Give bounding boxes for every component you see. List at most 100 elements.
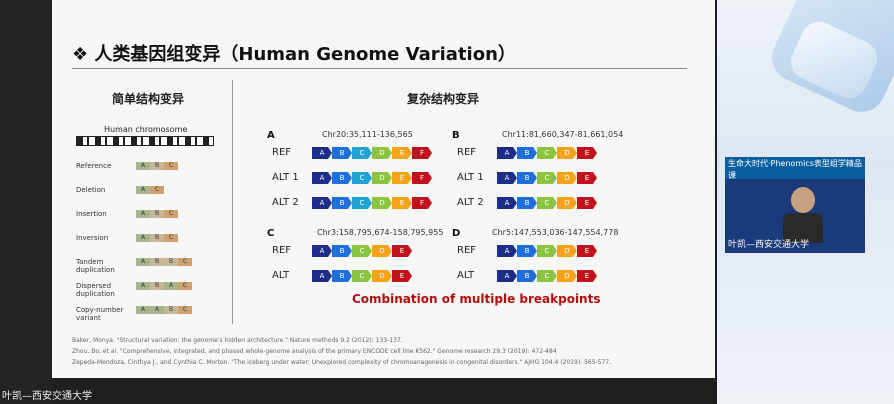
segment-block: B — [517, 270, 537, 282]
sv-row-label: Insertion — [76, 210, 107, 218]
segment-block: F — [412, 147, 432, 159]
sv-segment: C — [178, 258, 192, 266]
sv-segment: A — [136, 258, 150, 266]
segment-block: A — [312, 172, 332, 184]
sv-segment: A — [150, 306, 164, 314]
panel-row-label: REF — [457, 245, 477, 256]
panel-b-letter: B — [452, 130, 460, 141]
speaker-video-thumbnail[interactable]: 生命大时代·Phenomics表型组学精品课 叶凯—西安交通大学 — [725, 157, 865, 253]
segment-block: C — [352, 172, 372, 184]
segment-block: A — [497, 270, 517, 282]
panel-row-label: ALT 1 — [457, 172, 484, 183]
sv-segment: B — [150, 258, 164, 266]
panel-a-coord: Chr20:35,111-136,565 — [322, 130, 413, 139]
reference-line: Zhou, Bo, et al. "Comprehensive, integra… — [72, 348, 557, 355]
segment-block: B — [332, 270, 352, 282]
left-dark-margin — [0, 0, 52, 404]
speaker-avatar — [783, 185, 823, 243]
sv-row-label: Deletion — [76, 186, 106, 194]
slide-title: ❖ 人类基因组变异（Human Genome Variation） — [72, 44, 516, 65]
chromosome-ideogram — [76, 136, 214, 146]
segment-block: F — [412, 172, 432, 184]
segment-block: C — [537, 197, 557, 209]
segment-block: C — [352, 270, 372, 282]
segment-block: B — [517, 172, 537, 184]
segment-block: C — [352, 245, 372, 257]
segment-block: A — [312, 147, 332, 159]
sv-segment: B — [164, 258, 178, 266]
segment-block: B — [332, 197, 352, 209]
complex-sv-heading: 复杂结构变异 — [407, 92, 480, 106]
sv-segment: A — [136, 162, 150, 170]
panel-row-label: ALT 1 — [272, 172, 299, 183]
section-divider — [232, 80, 233, 324]
slide-stage: ❖ 人类基因组变异（Human Genome Variation） 简单结构变异… — [52, 0, 715, 378]
segment-block: D — [372, 245, 392, 257]
segment-block: E — [577, 147, 597, 159]
segment-block: A — [497, 197, 517, 209]
simple-sv-heading: 简单结构变异 — [112, 92, 185, 106]
sv-segment: A — [164, 282, 178, 290]
segment-block: C — [352, 147, 372, 159]
segment-block: E — [392, 197, 412, 209]
segment-block: D — [557, 197, 577, 209]
sv-segment: B — [150, 162, 164, 170]
sv-segment: C — [178, 306, 192, 314]
segment-block: B — [332, 172, 352, 184]
segment-block: B — [332, 147, 352, 159]
panel-c-coord: Chr3:158,795,674-158,795,955 — [317, 228, 444, 237]
segment-block: C — [537, 147, 557, 159]
segment-block: D — [557, 270, 577, 282]
segment-block: C — [352, 197, 372, 209]
panel-row-label: REF — [272, 245, 292, 256]
panel-b-coord: Chr11:81,660,347-81,661,054 — [502, 130, 624, 139]
segment-block: A — [497, 172, 517, 184]
segment-block: D — [372, 270, 392, 282]
sv-segment: C — [178, 282, 192, 290]
sv-segment: C — [150, 186, 164, 194]
segment-block: D — [372, 197, 392, 209]
sv-segment: C — [164, 234, 178, 242]
video-banner: 生命大时代·Phenomics表型组学精品课 — [725, 157, 865, 180]
panel-c-letter: C — [267, 228, 275, 239]
segment-block: E — [392, 172, 412, 184]
segment-block: E — [392, 245, 412, 257]
segment-block: B — [517, 197, 537, 209]
sv-segment: A — [136, 186, 150, 194]
panel-d-letter: D — [452, 228, 461, 239]
sv-row-label: Copy-number variant — [76, 306, 124, 322]
combination-caption: Combination of multiple breakpoints — [352, 292, 601, 306]
segment-block: E — [392, 270, 412, 282]
sv-segment: A — [136, 306, 150, 314]
sv-segment: B — [150, 210, 164, 218]
segment-block: E — [577, 245, 597, 257]
title-rule — [72, 68, 687, 69]
segment-block: B — [517, 147, 537, 159]
sv-segment: C — [164, 162, 178, 170]
segment-block: A — [312, 197, 332, 209]
segment-block: E — [392, 147, 412, 159]
sv-segment: A — [136, 234, 150, 242]
segment-block: D — [372, 172, 392, 184]
sv-segment: B — [150, 234, 164, 242]
segment-block: C — [537, 270, 557, 282]
sv-row-label: Reference — [76, 162, 112, 170]
references: Baker, Monya. "Structural variation: the… — [72, 335, 672, 368]
segment-block: E — [577, 172, 597, 184]
segment-block: E — [577, 270, 597, 282]
sv-segment: B — [150, 282, 164, 290]
segment-block: B — [517, 245, 537, 257]
segment-block: E — [577, 197, 597, 209]
